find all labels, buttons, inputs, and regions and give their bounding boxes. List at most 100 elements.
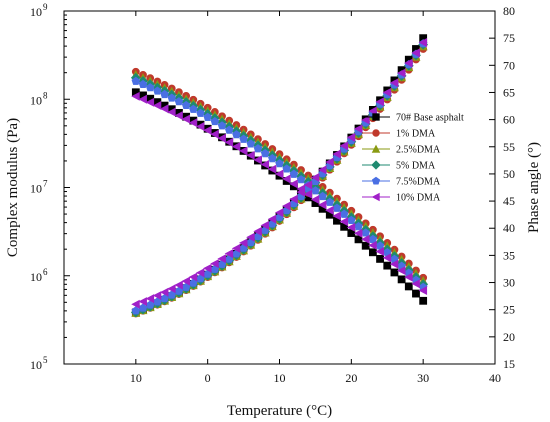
phase-angle-point bbox=[174, 286, 184, 295]
phase-angle-point bbox=[325, 157, 334, 167]
phase-angle-point bbox=[181, 282, 191, 291]
modulus-point bbox=[238, 146, 248, 156]
right-y-axis: 15 20 25 30 35 40 45 50 55 60 65 70 75 80 bbox=[489, 4, 515, 371]
modulus-point bbox=[361, 234, 370, 244]
phase-angle-point bbox=[389, 78, 399, 88]
modulus-point bbox=[145, 83, 155, 92]
modulus-point bbox=[260, 149, 270, 158]
modulus-point bbox=[389, 259, 399, 269]
phase-angle-point bbox=[267, 214, 277, 224]
modulus-point bbox=[339, 209, 349, 218]
legend-label: 7.5%DMA bbox=[396, 177, 441, 188]
y-left-tick-exponent: 7 bbox=[43, 179, 48, 189]
legend-marker bbox=[371, 144, 381, 153]
modulus-point bbox=[153, 86, 162, 95]
phase-angle-point bbox=[397, 68, 406, 78]
y-right-tick-label: 25 bbox=[503, 303, 515, 317]
modulus-point bbox=[397, 275, 406, 284]
legend-label: 1% DMA bbox=[396, 129, 436, 140]
modulus-point bbox=[138, 94, 147, 104]
modulus-point bbox=[382, 253, 392, 263]
y-right-tick-label: 30 bbox=[503, 276, 515, 290]
modulus-point bbox=[368, 240, 377, 250]
phase-angle-point bbox=[346, 132, 356, 142]
modulus-point bbox=[317, 200, 327, 210]
x-axis: 10 0 10 20 30 40 bbox=[130, 11, 501, 385]
legend-marker bbox=[372, 113, 380, 121]
modulus-point bbox=[412, 289, 420, 298]
modulus-point bbox=[210, 116, 220, 126]
modulus-point bbox=[195, 121, 205, 131]
modulus-point bbox=[289, 179, 298, 189]
modulus-point bbox=[318, 191, 327, 201]
phase-angle-point bbox=[260, 220, 270, 230]
x-tick-label: 10 bbox=[130, 371, 142, 385]
modulus-point bbox=[418, 286, 428, 295]
modulus-point bbox=[325, 197, 335, 206]
modulus-point bbox=[145, 97, 155, 107]
modulus-point bbox=[224, 125, 234, 134]
modulus-point bbox=[167, 93, 177, 102]
phase-angle-point bbox=[145, 300, 155, 309]
modulus-point bbox=[231, 142, 241, 152]
modulus-point bbox=[325, 205, 334, 215]
phase-angle-point bbox=[274, 208, 284, 218]
plot-frame bbox=[63, 10, 496, 365]
modulus-point bbox=[368, 234, 378, 243]
modulus-point bbox=[188, 118, 198, 128]
modulus-point bbox=[253, 155, 262, 165]
legend-label: 10% DMA bbox=[396, 193, 441, 204]
modulus-point bbox=[232, 130, 241, 139]
modulus-point bbox=[404, 272, 413, 282]
y-left-tick-exponent: 9 bbox=[43, 2, 48, 12]
left-y-axis-title: Complex modulus (Pa) bbox=[5, 118, 21, 257]
modulus-point bbox=[311, 186, 320, 195]
phase-angle-point bbox=[361, 115, 370, 125]
phase-angle-point bbox=[152, 291, 162, 300]
y-left-tick-label: 10 bbox=[30, 5, 42, 19]
y-left-tick-exponent: 5 bbox=[43, 355, 48, 365]
phase-angle-point bbox=[203, 263, 212, 273]
modulus-point bbox=[368, 248, 377, 257]
modulus-point bbox=[375, 247, 384, 256]
phase-angle-point bbox=[174, 280, 183, 290]
modulus-point bbox=[296, 175, 306, 184]
series-10-dma bbox=[131, 38, 428, 309]
modulus-point bbox=[267, 164, 277, 174]
modulus-point bbox=[274, 169, 284, 179]
phase-angle-point bbox=[317, 165, 327, 175]
modulus-point bbox=[397, 266, 406, 276]
modulus-point bbox=[347, 215, 356, 224]
phase-angle-point bbox=[411, 48, 420, 58]
modulus-point bbox=[152, 101, 162, 110]
data-series bbox=[130, 34, 429, 318]
modulus-point bbox=[411, 279, 420, 289]
phase-angle-point bbox=[282, 201, 291, 211]
modulus-point bbox=[217, 133, 226, 143]
modulus-point bbox=[239, 134, 248, 143]
legend-marker bbox=[371, 160, 381, 170]
y-right-tick-label: 70 bbox=[503, 58, 515, 72]
modulus-point bbox=[210, 129, 219, 139]
phase-angle-point bbox=[195, 268, 205, 278]
phase-angle-point bbox=[289, 194, 298, 204]
phase-angle-point bbox=[368, 106, 377, 116]
phase-angle-point bbox=[246, 232, 255, 242]
modulus-point bbox=[189, 104, 198, 113]
y-right-tick-label: 50 bbox=[503, 167, 515, 181]
phase-angle-point bbox=[231, 243, 241, 253]
phase-angle-point bbox=[332, 149, 341, 159]
y-left-tick-label: 10 bbox=[30, 182, 42, 196]
phase-angle-point bbox=[418, 38, 428, 47]
phase-angle-point bbox=[159, 287, 169, 297]
x-tick-label: 30 bbox=[417, 371, 429, 385]
phase-angle-point bbox=[339, 141, 349, 151]
phase-angle-point bbox=[153, 297, 162, 306]
y-left-tick-label: 10 bbox=[30, 358, 42, 372]
y-right-tick-label: 55 bbox=[503, 140, 515, 154]
legend-label: 2.5%DMA bbox=[396, 145, 441, 156]
modulus-point bbox=[174, 111, 183, 120]
modulus-point bbox=[332, 211, 341, 221]
modulus-point bbox=[354, 222, 363, 231]
